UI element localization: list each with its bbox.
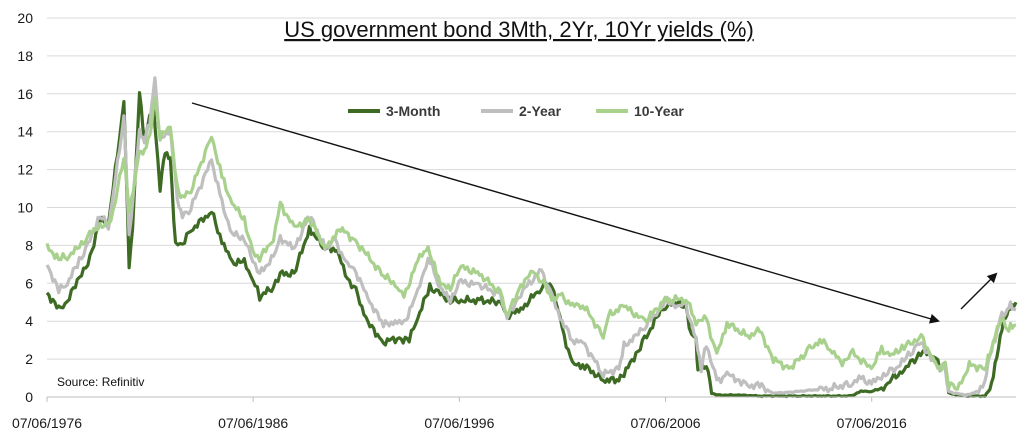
y-tick-label: 10	[17, 200, 33, 216]
axes: 0 2 4 6 8 10 12 14 16 18 20 07/06/1976 07/06/1986 07/…	[12, 10, 1016, 431]
y-tick-label: 2	[25, 351, 33, 367]
legend-item: 3-Month	[348, 103, 440, 119]
chart-title: US government bond 3Mth, 2Yr, 10Yr yield…	[284, 17, 754, 42]
x-tick-label: 07/06/2016	[837, 415, 907, 431]
x-tick-label: 07/06/2006	[630, 415, 700, 431]
x-tick-label: 07/06/1986	[218, 415, 288, 431]
trend-arrows	[191, 102, 998, 324]
x-tick-label: 07/06/1996	[424, 415, 494, 431]
legend-label: 2-Year	[519, 103, 562, 119]
legend-item: 2-Year	[481, 103, 562, 119]
source-note: Source: Refinitiv	[57, 375, 144, 389]
series-line-2-year	[45, 76, 1017, 397]
legend: 3-Month 2-Year 10-Year	[348, 103, 684, 119]
legend-label: 10-Year	[634, 103, 684, 119]
y-tick-label: 16	[17, 86, 33, 102]
legend-item: 10-Year	[596, 103, 684, 119]
series-line-3-month	[45, 90, 1018, 399]
x-tick-label: 07/06/1976	[12, 415, 82, 431]
y-tick-label: 8	[25, 237, 33, 253]
y-tick-label: 4	[25, 313, 33, 329]
uptrend-arrow	[960, 272, 998, 310]
legend-label: 3-Month	[386, 103, 440, 119]
y-tick-label: 12	[17, 162, 33, 178]
y-tick-label: 14	[17, 124, 33, 140]
series-line-10-year	[45, 96, 1017, 391]
y-tick-label: 18	[17, 48, 33, 64]
y-tick-label: 20	[17, 10, 33, 26]
y-tick-label: 6	[25, 275, 33, 291]
y-tick-label: 0	[25, 389, 33, 405]
series-lines	[45, 76, 1018, 399]
downtrend-arrow	[191, 102, 940, 324]
